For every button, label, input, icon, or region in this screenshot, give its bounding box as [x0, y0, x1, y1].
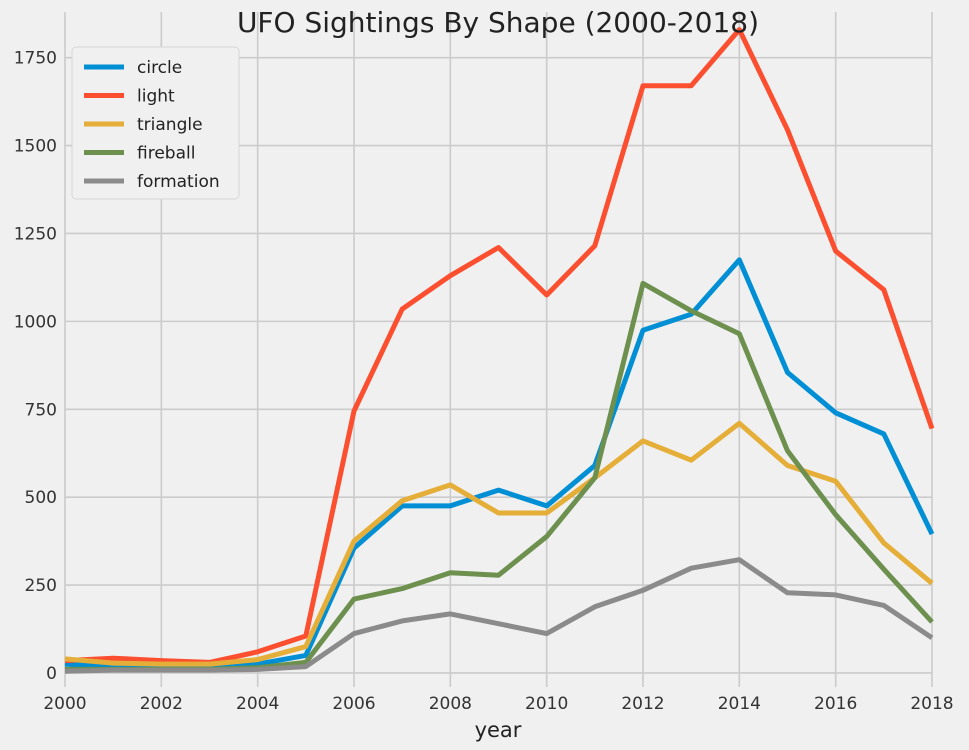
legend-box	[71, 46, 240, 200]
y-tick-label: 1500	[14, 137, 57, 157]
x-tick-label: 2006	[332, 694, 375, 714]
x-tick-label: 2004	[236, 694, 279, 714]
legend-label-formation: formation	[137, 172, 220, 192]
x-tick-label: 2014	[718, 694, 761, 714]
x-tick-label: 2016	[814, 694, 857, 714]
y-tick-label: 500	[25, 488, 57, 508]
y-tick-label: 250	[25, 576, 57, 596]
y-tick-label: 1750	[14, 49, 57, 69]
x-tick-label: 2002	[140, 694, 183, 714]
series-line-formation	[64, 557, 934, 674]
series-line-triangle	[64, 420, 934, 667]
y-tick-label: 1250	[14, 224, 57, 244]
x-tick-label: 2012	[621, 694, 664, 714]
y-tick-label: 0	[46, 664, 57, 684]
series-lines	[64, 27, 935, 674]
x-axis-label: year	[475, 718, 522, 742]
x-tick-label: 2000	[43, 694, 86, 714]
x-tick-label: 2018	[910, 694, 953, 714]
y-tick-label: 1000	[14, 312, 57, 332]
legend-label-fireball: fireball	[137, 144, 195, 164]
y-tick-labels: 0 250 500 750 1000 1250 1500 1750	[14, 49, 57, 684]
x-tick-label: 2008	[429, 694, 472, 714]
x-tick-label: 2010	[525, 694, 568, 714]
legend: circle light triangle fireball formation	[71, 46, 240, 200]
legend-label-circle: circle	[137, 58, 182, 78]
chart-title: UFO Sightings By Shape (2000-2018)	[237, 6, 759, 39]
legend-label-light: light	[137, 87, 175, 107]
y-tick-label: 750	[25, 400, 57, 420]
x-tick-labels: 2000 2002 2004 2006 2008 2010 2012 2014 2016 2018	[43, 694, 953, 714]
legend-label-triangle: triangle	[137, 115, 203, 135]
